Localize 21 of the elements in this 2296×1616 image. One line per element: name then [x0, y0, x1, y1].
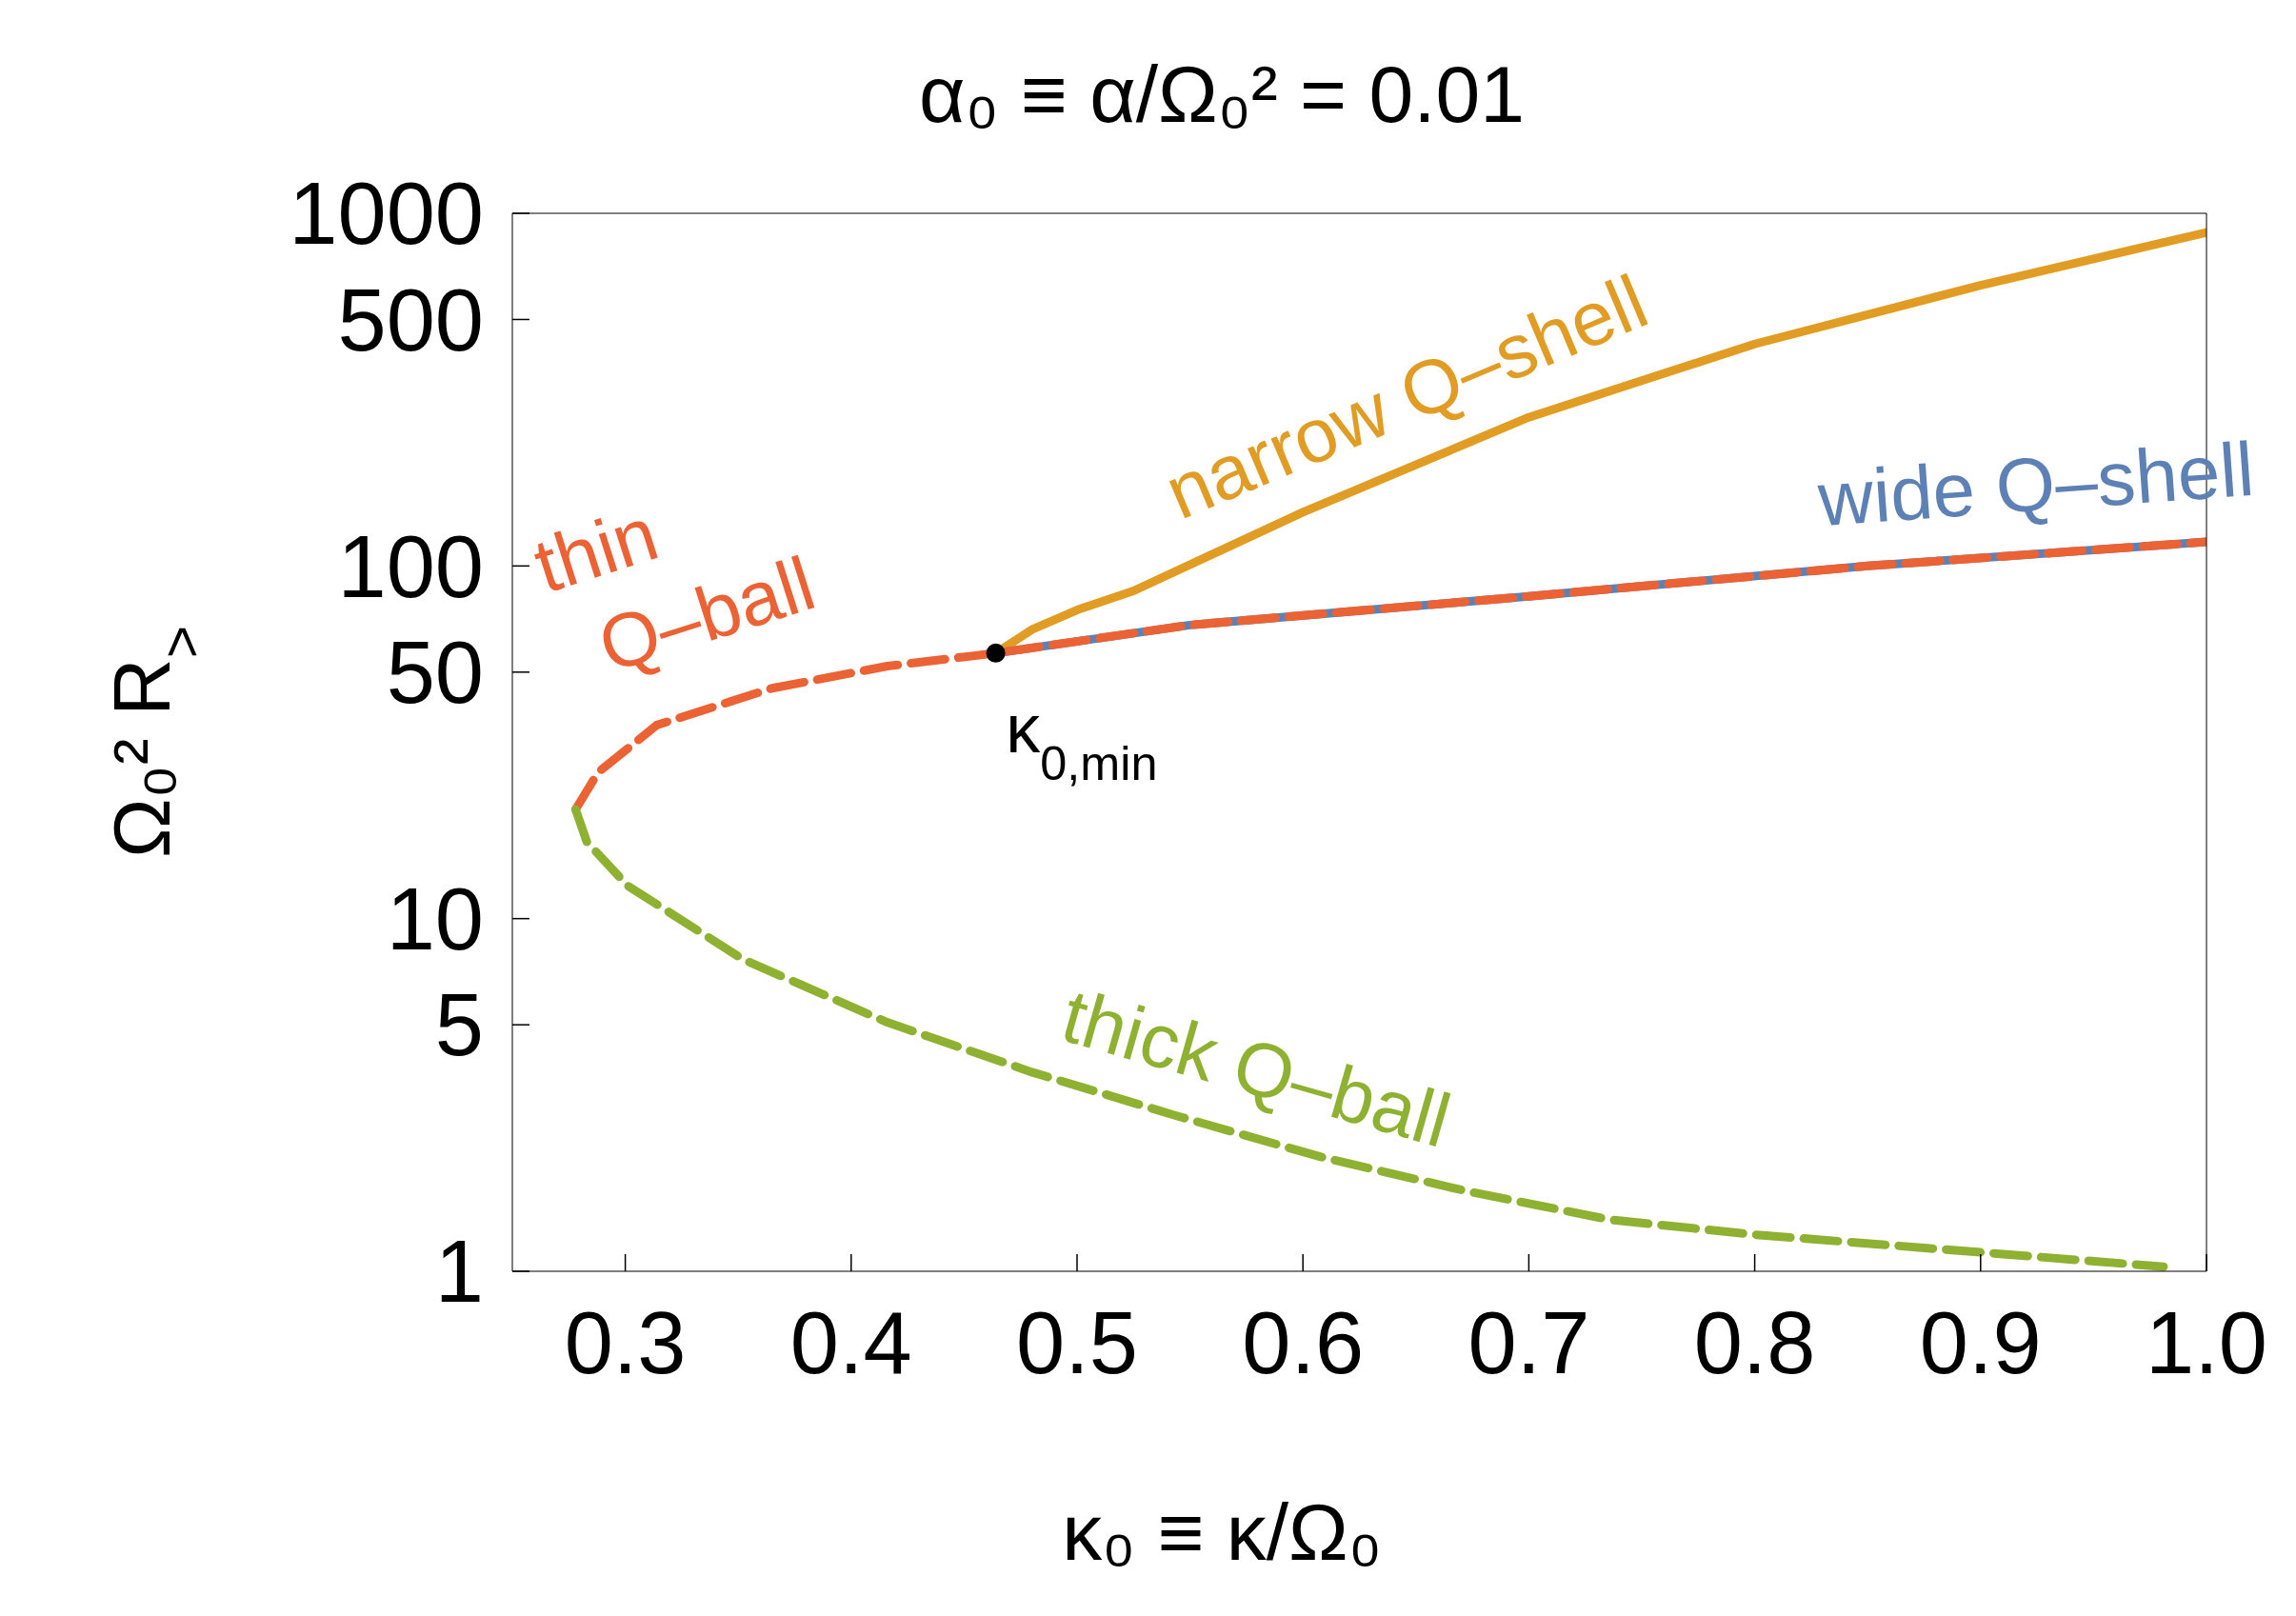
y-tick-label: 10: [386, 869, 484, 968]
series-label: wide Q–shell: [1814, 426, 2257, 543]
y-tick-label: 5: [434, 976, 484, 1074]
x-tick-label: 1.0: [2146, 1294, 2267, 1391]
y-tick-label: 100: [337, 517, 484, 615]
text: thin Q–ball: [524, 490, 825, 688]
x-tick-label: 0.3: [564, 1294, 687, 1391]
text: thick Q–ball: [1053, 972, 1460, 1164]
x-tick-label: 0.6: [1242, 1294, 1365, 1391]
x-tick-label: 0.8: [1693, 1294, 1816, 1391]
x-tick-label: 0.9: [1919, 1294, 2042, 1391]
y-tick-label: 1: [434, 1223, 484, 1321]
chart-title: α₀ ≡ α/Ω₀² = 0.01: [919, 50, 1525, 139]
y-tick-label: 500: [337, 270, 484, 369]
annotation: κ$_{0,min}$: [1006, 690, 1158, 790]
x-tick-label: 0.4: [789, 1294, 912, 1391]
y-tick-label: 1000: [289, 165, 484, 263]
x-tick-label: 0.7: [1467, 1294, 1590, 1391]
y-tick-label: 50: [386, 624, 484, 722]
x-tick-label: 0.5: [1016, 1294, 1138, 1391]
x-axis-title: κ₀ ≡ κ/Ω₀: [1062, 1487, 1382, 1577]
